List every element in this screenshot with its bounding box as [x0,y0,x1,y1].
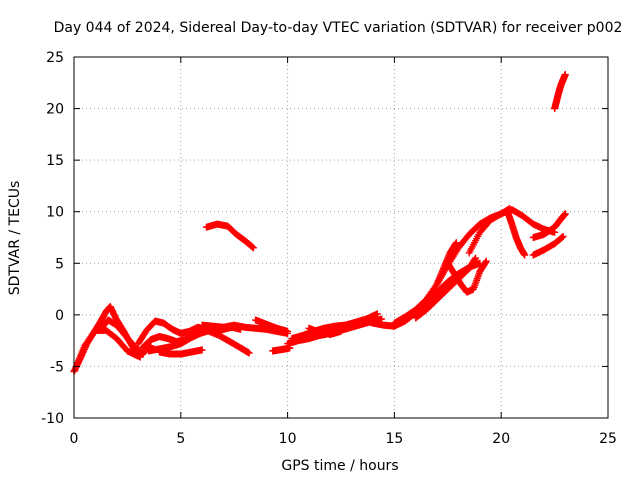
series-arc-21 [465,206,559,257]
data-point [472,254,480,262]
y-tick-label: -10 [41,411,64,427]
series-arc-15 [305,324,345,338]
x-tick-label: 0 [70,431,79,447]
data-point [521,251,529,259]
y-tick-label: 10 [46,205,64,221]
series-arc-23 [529,232,567,259]
x-tick-label: 5 [176,431,185,447]
series-arc-6 [145,327,210,355]
series-arc-11 [252,316,292,335]
data-point [245,349,253,357]
data-point [249,243,257,251]
series-arc-3 [96,316,155,358]
y-tick-label: 5 [55,256,64,272]
data-point [558,233,566,241]
series-arc-7 [155,346,206,358]
x-tick-label: 20 [492,431,510,447]
series-arc-8 [198,321,292,337]
y-tick-label: 20 [46,102,64,118]
x-tick-label: 15 [385,431,403,447]
chart-title: Day 044 of 2024, Sidereal Day-to-day VTE… [54,20,623,36]
y-tick-label: 25 [46,50,64,66]
plot-frame [73,56,609,419]
data-point [337,327,345,335]
data-point [373,310,381,318]
data-point [561,210,569,218]
data-point [482,257,490,265]
series-arc-25 [551,71,569,113]
series-arc-10 [202,220,257,252]
y-tick-label: -5 [50,359,64,375]
x-tick-label: 25 [599,431,617,447]
data-point [198,346,206,354]
y-tick-label: 0 [55,308,64,324]
series-arc-24 [529,210,569,241]
series-arc-20 [444,257,490,296]
series-arc-12 [269,344,294,355]
series-arc-18 [412,254,480,322]
data-points [70,71,569,376]
x-tick-label: 10 [279,431,297,447]
data-point [452,239,460,247]
series-arc-9 [202,326,253,357]
data-point [249,244,257,252]
x-axis-label: GPS time / hours [281,458,398,474]
x-axis: 0 5 10 15 20 25 [70,57,617,447]
y-tick-label: 15 [46,153,64,169]
data-point [284,327,292,335]
data-point [561,71,569,79]
y-axis-label: SDTVAR / TECUs [7,181,23,296]
data-point [559,232,567,240]
y-axis: -10 -5 0 5 10 15 20 25 [41,50,608,427]
series-arc-22 [504,208,529,259]
